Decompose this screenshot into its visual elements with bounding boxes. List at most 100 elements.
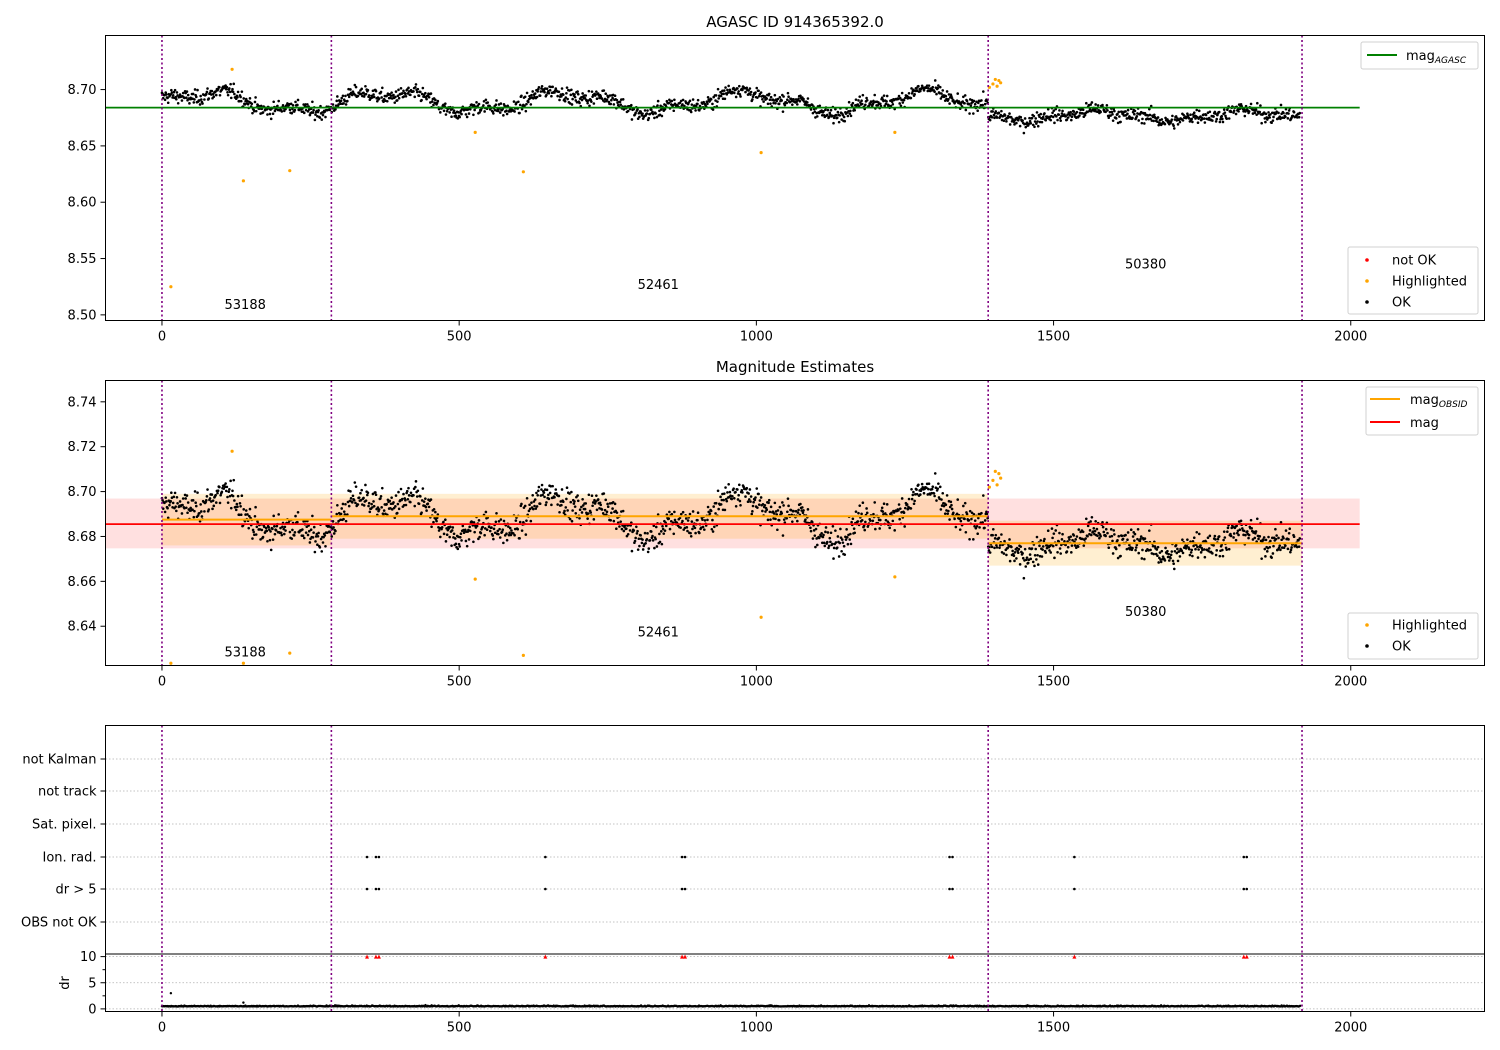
- ok-point: [424, 91, 427, 95]
- ok-point: [716, 489, 720, 493]
- ok-point: [1255, 517, 1259, 521]
- ok-point: [1076, 545, 1080, 548]
- ok-point: [918, 493, 922, 496]
- ok-point: [421, 86, 425, 90]
- obsid-label: 52461: [638, 278, 679, 293]
- ok-point: [1171, 114, 1174, 118]
- ok-point: [206, 488, 209, 491]
- ok-point: [595, 97, 599, 101]
- ok-point: [1287, 112, 1290, 115]
- ok-point: [836, 535, 840, 538]
- ok-point: [1116, 556, 1120, 560]
- ok-point: [1197, 548, 1200, 551]
- ok-point: [362, 504, 366, 507]
- ok-point: [1191, 554, 1194, 558]
- ok-point: [774, 517, 777, 521]
- ok-point: [226, 501, 230, 504]
- ok-point: [570, 88, 573, 92]
- ok-point: [749, 93, 752, 96]
- ok-point: [1275, 110, 1278, 113]
- ok-point: [169, 499, 173, 503]
- ok-point: [518, 537, 521, 540]
- ok-point: [199, 94, 202, 98]
- ok-point: [805, 103, 808, 107]
- ok-point: [1238, 528, 1242, 532]
- ok-point: [828, 536, 832, 540]
- flag-event-point: [1242, 887, 1246, 891]
- ok-point: [551, 85, 554, 89]
- ok-point: [764, 510, 767, 513]
- ok-point: [1099, 110, 1102, 114]
- ok-point: [505, 112, 509, 116]
- ok-point: [1093, 529, 1097, 533]
- ok-point: [406, 497, 410, 501]
- ok-point: [734, 505, 738, 508]
- ok-point: [1121, 537, 1125, 541]
- ok-point: [1008, 112, 1011, 115]
- ok-point: [244, 97, 248, 101]
- ok-point: [972, 112, 975, 115]
- ok-point: [588, 104, 591, 108]
- ok-point: [372, 504, 376, 508]
- ok-point: [437, 529, 441, 532]
- ok-point: [1272, 544, 1275, 548]
- ok-point: [340, 96, 344, 100]
- ok-point: [309, 528, 313, 532]
- ok-point: [986, 516, 989, 520]
- ok-point: [933, 472, 937, 475]
- ok-point: [879, 104, 883, 108]
- ok-point: [732, 91, 736, 95]
- ok-point: [651, 534, 654, 538]
- panel-1-xtick-label: 1000: [740, 675, 773, 690]
- ok-point: [492, 537, 495, 541]
- ok-point: [1055, 543, 1058, 547]
- ok-point: [419, 495, 422, 498]
- legend-label-main: mag: [1410, 416, 1439, 431]
- ok-point: [214, 93, 218, 97]
- ok-point: [380, 486, 384, 490]
- ok-point: [827, 115, 831, 119]
- ok-point: [883, 104, 886, 108]
- ok-point: [1221, 117, 1224, 121]
- ok-point: [747, 498, 751, 501]
- ok-point: [703, 528, 706, 531]
- ok-point: [854, 510, 858, 513]
- ok-point: [1166, 555, 1170, 559]
- ok-point: [532, 507, 535, 511]
- ok-point: [422, 500, 426, 503]
- ok-point: [618, 525, 621, 528]
- ok-point: [663, 529, 667, 532]
- ok-point: [1164, 546, 1167, 550]
- ok-point: [212, 504, 216, 508]
- ok-point: [1089, 103, 1092, 106]
- ok-point: [922, 491, 926, 495]
- ok-point: [741, 88, 744, 92]
- ok-point: [1089, 533, 1093, 537]
- ok-point: [835, 546, 839, 549]
- ok-point: [203, 510, 206, 513]
- ok-point: [1054, 529, 1058, 532]
- ok-point: [1182, 113, 1185, 117]
- ok-point: [709, 97, 713, 101]
- ok-point: [1008, 123, 1012, 126]
- ok-point: [1181, 119, 1185, 122]
- ok-point: [409, 491, 413, 495]
- ok-point: [239, 99, 243, 103]
- ok-point: [806, 97, 810, 100]
- ok-point: [282, 532, 286, 536]
- ok-point: [395, 511, 399, 515]
- ok-point: [749, 90, 753, 94]
- ok-point: [1086, 524, 1090, 528]
- ok-point: [528, 507, 532, 511]
- ok-point: [1058, 531, 1061, 535]
- ok-point: [380, 96, 383, 99]
- ok-point: [728, 490, 732, 494]
- ok-point: [460, 539, 463, 542]
- ok-point: [827, 544, 831, 548]
- ok-point: [1016, 551, 1020, 555]
- ok-point: [1217, 110, 1221, 114]
- ok-point: [537, 489, 540, 493]
- ok-point: [317, 109, 320, 112]
- ok-point: [690, 520, 694, 523]
